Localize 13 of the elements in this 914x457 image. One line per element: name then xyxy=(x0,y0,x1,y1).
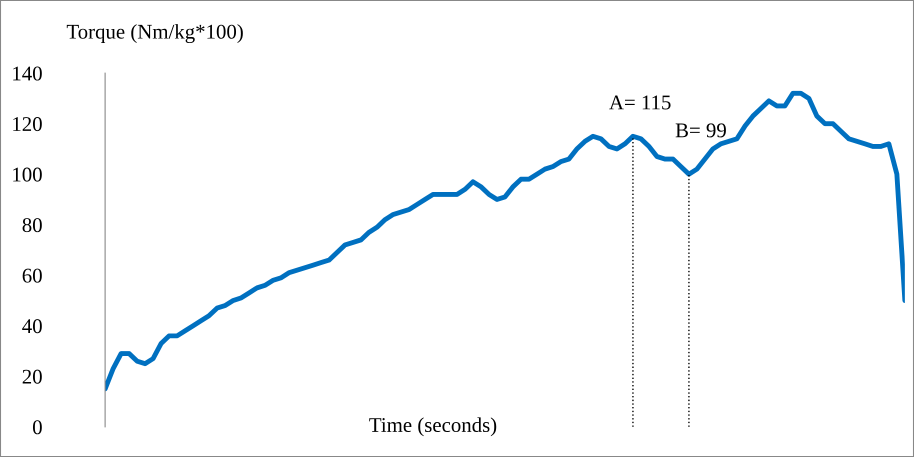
line-series xyxy=(105,90,905,392)
annotation: A= 115 xyxy=(609,96,671,110)
y-tick-label: 40 xyxy=(22,319,42,334)
y-tick-label: 140 xyxy=(13,66,42,81)
annotation: B= 99 xyxy=(676,123,726,138)
y-tick-label: 120 xyxy=(13,117,42,132)
y-tick-label: 100 xyxy=(13,168,42,182)
x-axis-title: Time (seconds) xyxy=(369,417,496,436)
y-axis-title: Torque (Nm/kg*100) xyxy=(66,24,243,44)
y-tick-label: 0 xyxy=(32,420,42,434)
y-tick-label: 60 xyxy=(22,268,42,283)
y-tick-label: 80 xyxy=(22,218,42,232)
y-tick-label: 20 xyxy=(22,370,42,384)
